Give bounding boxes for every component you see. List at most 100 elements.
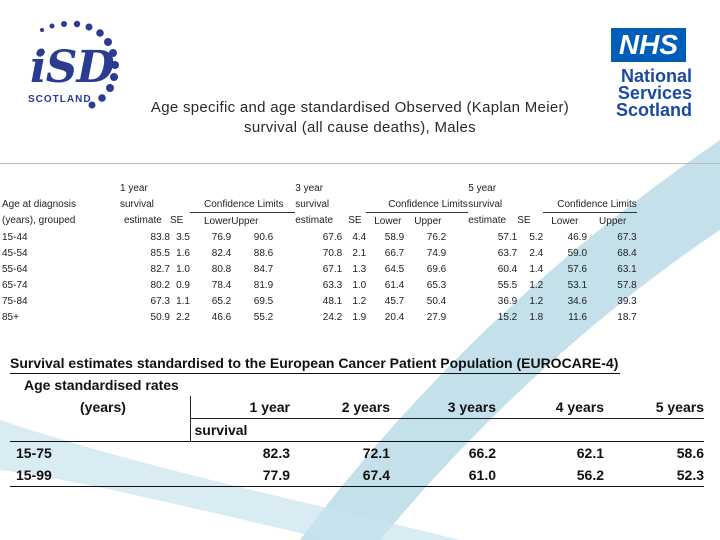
- table-row: 45-54 85.5 1.6 82.4 88.6 70.8 2.1 66.7 7…: [2, 245, 637, 261]
- cell-value: 20.4: [384, 311, 405, 323]
- cell-value: 5.2: [529, 231, 544, 243]
- cell-value: 1.6: [176, 247, 190, 259]
- title-line1: Age specific and age standardised Observ…: [150, 99, 570, 116]
- cell-value: 46.9: [567, 231, 588, 243]
- page-title: Age specific and age standardised Observ…: [110, 98, 610, 138]
- cell-value: 63.7: [497, 247, 518, 259]
- cell-value: 84.7: [253, 263, 274, 275]
- cell-value: 63.1: [617, 263, 637, 275]
- header-survival-3: survival: [295, 198, 330, 210]
- cell-value: 67.4: [290, 464, 390, 487]
- cell-value: 45.7: [384, 295, 405, 307]
- cell-value: 1.1: [176, 295, 190, 307]
- cell-value: 39.3: [617, 295, 637, 307]
- nhs-line2: Services: [617, 83, 692, 103]
- cell-value: 62.1: [576, 445, 604, 461]
- cell-value: 46.6: [211, 311, 232, 323]
- header-estimate-1: estimate: [124, 215, 162, 227]
- cell-value: 64.5: [384, 263, 405, 275]
- cell-value: 61.0: [390, 464, 496, 487]
- cell-value: 66.2: [468, 445, 496, 461]
- cell-value: 68.4: [617, 247, 637, 259]
- nhs-box: NHS: [610, 28, 686, 62]
- header-3year: 3 year: [295, 182, 324, 194]
- nhs-line1: National: [620, 66, 692, 86]
- header-se-3: SE: [348, 215, 362, 227]
- cell-value: 74.9: [426, 247, 447, 259]
- cell-value: 76.2: [426, 231, 447, 243]
- cell-value: 57.6: [567, 263, 588, 275]
- logo-dots-icon: [40, 20, 119, 109]
- cell-value: 65.2: [211, 295, 232, 307]
- cell-value: 53.1: [567, 279, 588, 291]
- cell-value: 2.2: [176, 311, 190, 323]
- header-age-diagnosis: Age at diagnosis: [2, 198, 76, 210]
- age-specific-table: 1 year 3 year 5 year Age at diagnosis su…: [2, 180, 637, 325]
- cell-value: 56.2: [496, 464, 604, 487]
- cell-value: 1.0: [176, 263, 190, 275]
- standardised-grid: Age standardised rates (years) 1 year 2 …: [10, 374, 704, 487]
- cell-value: 66.7: [384, 247, 405, 259]
- standardised-table: Survival estimates standardised to the E…: [10, 355, 710, 487]
- cell-value: 55.2: [253, 311, 274, 323]
- row-age: 15-44: [2, 231, 28, 243]
- cell-value: 85.5: [150, 247, 170, 259]
- header-1year: 1 year: [120, 182, 148, 194]
- cell-value: 1.4: [529, 263, 544, 275]
- table-row: 65-74 80.2 0.9 78.4 81.9 63.3 1.0 61.4 6…: [2, 277, 637, 293]
- nhs-name: National Services Scotland: [582, 66, 692, 119]
- cell-value: 77.9: [190, 464, 290, 487]
- cell-value: 1.0: [352, 279, 367, 291]
- col-2-years: 2 years: [341, 399, 390, 415]
- cell-value: 69.6: [426, 263, 447, 275]
- header-lower-3: Lower: [374, 215, 402, 227]
- table-row: 15-75 82.3 72.1 66.2 62.1 58.6: [10, 442, 704, 465]
- table-row: 15-99 77.9 67.4 61.0 56.2 52.3: [10, 464, 704, 487]
- cell-value: 58.6: [676, 445, 704, 461]
- cell-value: 18.7: [617, 311, 637, 323]
- row-range: 15-75: [16, 445, 52, 461]
- table-row: 15-44 83.8 3.5 76.9 90.6 67.6 4.4 58.9 7…: [2, 229, 637, 245]
- row-age: 45-54: [2, 247, 28, 259]
- cell-value: 55.5: [497, 279, 518, 291]
- cell-value: 58.9: [384, 231, 405, 243]
- isd-scotland-logo: iSD SCOTLAND: [22, 18, 142, 113]
- cell-value: 57.1: [497, 231, 518, 243]
- cell-value: 70.8: [322, 247, 343, 259]
- header-se-1: SE: [170, 215, 184, 227]
- label-age-standardised: Age standardised rates: [24, 377, 179, 393]
- cell-value: 82.7: [150, 263, 170, 275]
- header-5year: 5 year: [468, 182, 497, 194]
- row-age: 55-64: [2, 263, 28, 275]
- col-1-year: 1 year: [189, 396, 290, 419]
- row-age: 75-84: [2, 295, 28, 307]
- cell-value: 67.3: [150, 295, 170, 307]
- cell-value: 1.2: [529, 295, 544, 307]
- header-upper-3: Upper: [414, 215, 442, 227]
- cell-value: 1.9: [352, 311, 367, 323]
- cell-value: 3.5: [176, 231, 190, 243]
- label-years: (years): [80, 399, 126, 416]
- cell-value: 90.6: [253, 231, 274, 243]
- isd-subtitle: SCOTLAND: [28, 94, 92, 105]
- cell-value: 80.8: [211, 263, 232, 275]
- cell-value: 24.2: [322, 311, 343, 323]
- table-row: 85+ 50.9 2.2 46.6 55.2 24.2 1.9 20.4 27.…: [2, 309, 637, 325]
- cell-value: 61.4: [384, 279, 405, 291]
- cell-value: 57.8: [617, 279, 637, 291]
- header-survival-5: survival: [468, 198, 503, 210]
- header-upper-5: Upper: [599, 215, 627, 227]
- cell-value: 34.6: [567, 295, 588, 307]
- header-estimate-5: estimate: [468, 215, 507, 227]
- cell-value: 2.4: [529, 247, 544, 259]
- cell-value: 48.1: [322, 295, 343, 307]
- cell-value: 1.2: [529, 279, 544, 291]
- standardised-heading: Survival estimates standardised to the E…: [10, 355, 620, 374]
- row-age: 65-74: [2, 279, 28, 291]
- header-upper-1: Upper: [231, 215, 259, 227]
- cell-value: 83.8: [150, 231, 170, 243]
- divider: [0, 163, 720, 164]
- cell-value: 15.2: [497, 311, 518, 323]
- header-years-grouped: (years), grouped: [2, 215, 76, 227]
- cell-value: 67.3: [617, 231, 637, 243]
